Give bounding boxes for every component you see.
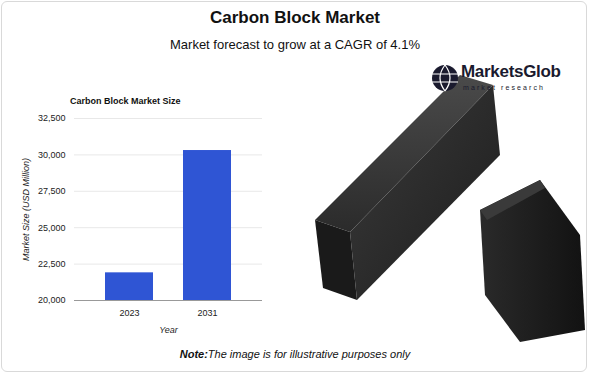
svg-text:Market Size (USD Million): Market Size (USD Million) [21, 158, 31, 261]
svg-text:2023: 2023 [119, 308, 139, 318]
html-text:MarketsGlob: MarketsGlob [461, 62, 561, 81]
html-text:Note: The image is for illustr: Note: The image is for illustrative purp… [179, 348, 411, 360]
html-text:Carbon Block Market Size: Carbon Block Market Size [70, 96, 181, 106]
svg-text:20,000: 20,000 [38, 295, 66, 305]
svg-text:25,000: 25,000 [38, 223, 66, 233]
svg-text:Year: Year [159, 325, 179, 335]
svg-text:27,500: 27,500 [38, 186, 66, 196]
html-text:Carbon Block Market: Carbon Block Market [210, 8, 380, 27]
svg-text:30,000: 30,000 [38, 150, 66, 160]
svg-text:32,500: 32,500 [38, 113, 66, 123]
svg-text:22,500: 22,500 [38, 259, 66, 269]
html-text:market research: market research [463, 84, 546, 91]
svg-text:2031: 2031 [197, 308, 217, 318]
html-text:Market forecast to grow at a C: Market forecast to grow at a CAGR of 4.1… [170, 37, 420, 52]
